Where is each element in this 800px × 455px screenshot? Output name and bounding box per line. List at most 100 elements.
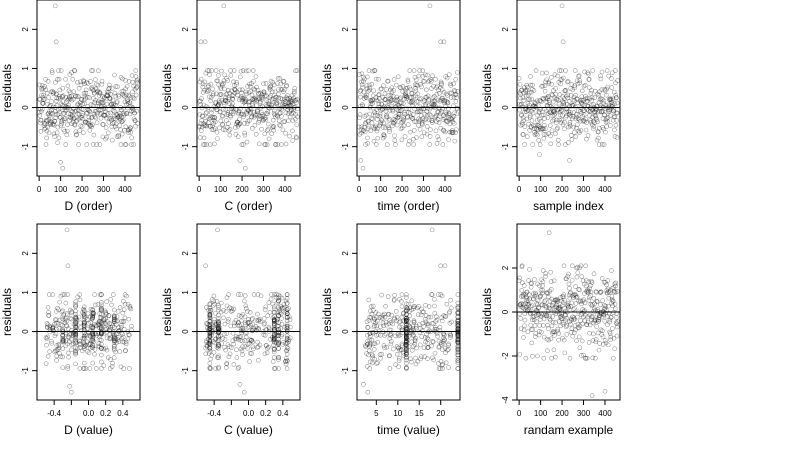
scatter-point <box>217 125 222 131</box>
scatter-point <box>223 309 229 314</box>
scatter-point <box>596 142 602 147</box>
scatter-point <box>562 306 567 311</box>
scatter-point <box>549 92 555 97</box>
scatter-point <box>404 337 410 342</box>
scatter-point <box>386 118 392 123</box>
scatter-point <box>271 337 277 342</box>
scatter-point <box>78 325 83 331</box>
scatter-point <box>59 309 65 315</box>
scatter-point <box>404 317 409 323</box>
scatter-point <box>403 340 409 345</box>
scatter-point <box>519 263 525 269</box>
scatter-point <box>117 305 123 310</box>
scatter-point <box>227 132 233 138</box>
scatter-point <box>96 93 102 98</box>
scatter-point <box>527 308 533 314</box>
scatter-point <box>226 292 231 297</box>
scatter-point <box>378 332 383 338</box>
scatter-point <box>95 302 101 307</box>
scatter-point <box>404 334 409 339</box>
scatter-point <box>446 310 452 316</box>
scatter-point <box>66 102 71 108</box>
scatter-point <box>570 333 576 339</box>
scatter-point <box>273 142 278 147</box>
scatter-point <box>72 68 77 73</box>
scatter-point <box>110 104 116 109</box>
scatter-point <box>409 348 415 353</box>
scatter-point <box>437 328 443 333</box>
scatter-point <box>133 92 139 98</box>
scatter-point <box>62 320 68 326</box>
scatter-point <box>91 311 97 316</box>
scatter-point <box>559 310 565 315</box>
scatter-point <box>216 73 221 78</box>
scatter-point <box>131 83 136 89</box>
scatter-point <box>559 316 565 322</box>
scatter-point <box>558 112 563 118</box>
scatter-point <box>52 109 58 114</box>
scatter-point <box>199 96 204 101</box>
scatter-point <box>276 339 281 345</box>
scatter-point <box>519 113 525 118</box>
scatter-point <box>262 307 268 312</box>
scatter-point <box>399 304 405 309</box>
scatter-point <box>368 308 373 314</box>
scatter-point <box>530 82 535 88</box>
scatter-point <box>555 137 561 143</box>
scatter-point <box>101 315 106 321</box>
scatter-point <box>207 339 213 344</box>
scatter-point <box>271 343 276 348</box>
scatter-point <box>582 108 587 113</box>
scatter-point <box>451 94 457 100</box>
scatter-point <box>73 350 78 356</box>
scatter-point <box>57 87 63 93</box>
scatter-point <box>593 106 598 111</box>
scatter-point <box>207 326 213 331</box>
scatter-point <box>404 323 409 328</box>
scatter-point <box>526 301 532 307</box>
scatter-point <box>81 333 87 339</box>
scatter-point <box>254 325 260 331</box>
scatter-point <box>425 93 431 99</box>
scatter-point <box>99 329 104 335</box>
scatter-point <box>290 118 296 124</box>
scatter-point <box>201 102 207 108</box>
scatter-point <box>573 284 578 289</box>
scatter-point <box>433 114 439 119</box>
scatter-point <box>81 360 87 366</box>
scatter-point <box>79 348 85 354</box>
scatter-point <box>609 85 615 90</box>
scatter-point <box>218 118 224 124</box>
scatter-point <box>207 338 213 343</box>
scatter-point <box>63 330 69 336</box>
scatter-point <box>97 319 102 324</box>
scatter-point <box>129 73 135 78</box>
scatter-point <box>563 312 569 318</box>
scatter-point <box>407 325 413 331</box>
scatter-point <box>81 312 87 318</box>
scatter-point <box>216 343 221 348</box>
scatter-point <box>429 118 434 123</box>
scatter-point <box>532 334 538 339</box>
scatter-point <box>114 126 119 132</box>
scatter-point <box>413 77 419 83</box>
scatter-point <box>587 96 593 101</box>
scatter-point <box>235 123 241 129</box>
scatter-point <box>523 294 529 300</box>
scatter-point <box>601 142 607 147</box>
scatter-point <box>437 324 443 330</box>
scatter-point <box>418 113 424 118</box>
scatter-point <box>424 321 430 327</box>
scatter-point <box>537 294 543 300</box>
scatter-point <box>608 287 613 293</box>
scatter-point <box>528 124 534 129</box>
scatter-point <box>613 92 619 98</box>
scatter-point <box>611 289 617 294</box>
scatter-point <box>407 305 413 311</box>
scatter-point <box>240 68 246 73</box>
scatter-point <box>237 121 243 126</box>
scatter-point <box>63 316 69 322</box>
scatter-point <box>207 312 213 317</box>
scatter-point <box>429 101 435 107</box>
